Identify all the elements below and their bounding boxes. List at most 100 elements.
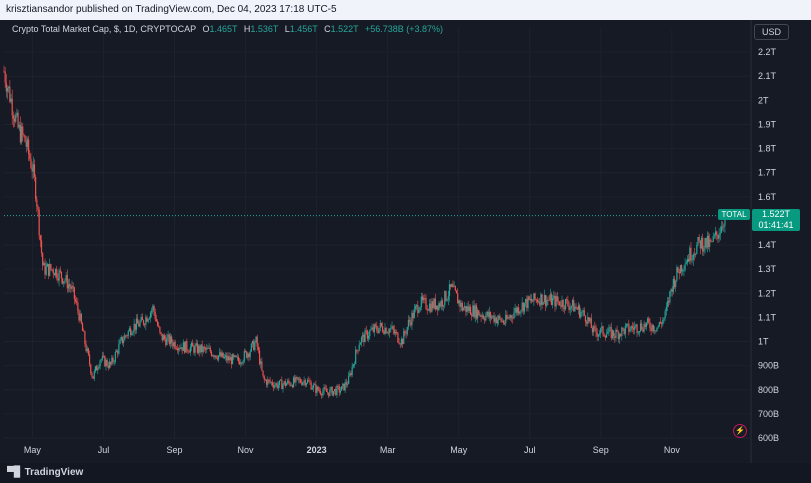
candle-body <box>724 215 726 226</box>
tradingview-logo[interactable]: ▀▊ TradingView <box>7 463 83 483</box>
candle-body <box>377 330 379 333</box>
candle-body <box>391 326 393 329</box>
chart-panel[interactable] <box>0 20 811 463</box>
candle-body <box>29 153 31 160</box>
candle-body <box>502 320 504 324</box>
candle-body <box>503 323 506 324</box>
candle-body <box>248 353 250 358</box>
candle-body <box>338 386 340 393</box>
candle-body <box>86 348 88 352</box>
candle-body <box>180 347 182 349</box>
candle-body <box>217 355 220 360</box>
candle-body <box>376 325 378 331</box>
candle-body <box>588 317 590 322</box>
candle-body <box>494 317 496 322</box>
candle-body <box>58 270 60 281</box>
candle-body <box>155 319 157 322</box>
candle-body <box>79 313 81 321</box>
candle-body <box>637 332 639 334</box>
candle-body <box>325 388 327 392</box>
candle-body <box>489 312 492 319</box>
candle-body <box>366 330 369 339</box>
candle-body <box>289 382 291 386</box>
candle-body <box>554 295 556 307</box>
candle-body <box>491 316 493 319</box>
candle-body <box>496 319 499 324</box>
candle-body <box>156 321 159 326</box>
candle-body <box>38 209 40 236</box>
chart-legend: Crypto Total Market Cap, $, 1D, CRYPTOCA… <box>12 24 443 34</box>
candle-body <box>19 124 22 143</box>
candle-body <box>297 377 299 380</box>
candle-body <box>677 267 679 273</box>
candle-body <box>469 306 472 315</box>
candle-body <box>508 317 510 319</box>
candle-body <box>636 324 638 333</box>
x-tick-label: 2023 <box>307 445 327 455</box>
candle-body <box>260 361 262 365</box>
candle-body <box>518 307 520 314</box>
candle-body <box>419 306 421 311</box>
candle-body <box>406 327 408 334</box>
candle-body <box>51 269 53 271</box>
candle-body <box>629 329 631 332</box>
candle-body <box>459 300 461 307</box>
candle-body <box>686 258 689 263</box>
candle-body <box>670 289 672 292</box>
candle-body <box>168 334 170 345</box>
candle-body <box>607 332 609 334</box>
candle-body <box>254 342 256 351</box>
candle-body <box>303 380 305 383</box>
candle-body <box>87 348 90 355</box>
lightning-icon[interactable]: ⚡ <box>733 424 747 438</box>
candle-body <box>407 320 410 328</box>
candle-body <box>537 301 540 303</box>
y-tick-label: 1.4T <box>758 240 777 250</box>
candle-body <box>69 284 71 287</box>
candle-body <box>317 386 319 391</box>
candle-body <box>562 300 564 308</box>
candle-body <box>615 329 617 338</box>
candle-body <box>56 268 58 278</box>
x-tick-label: May <box>450 445 468 455</box>
candle-body <box>314 384 316 386</box>
candle-body <box>547 299 549 301</box>
candle-body <box>49 263 51 276</box>
y-tick-label: 1.1T <box>758 312 777 322</box>
price-chart[interactable]: 2.2T 2.1T 2T 1.9T 1.8T 1.7T 1.6T 1.4T 1.3T 1.2T 1.… <box>0 20 811 463</box>
low-label: L <box>284 24 290 34</box>
y-tick-label: 1.2T <box>758 288 777 298</box>
currency-button[interactable]: USD <box>754 24 789 40</box>
candle-body <box>47 263 50 276</box>
candle-body <box>651 324 653 331</box>
candle-body <box>704 238 706 249</box>
candle-body <box>12 115 14 119</box>
candle-body <box>152 305 154 311</box>
candle-body <box>597 334 599 337</box>
candle-body <box>344 382 346 391</box>
candle-body <box>193 346 195 353</box>
candle-body <box>30 159 32 168</box>
candle-body <box>556 296 558 302</box>
candle-body <box>25 142 27 147</box>
candle-body <box>28 139 30 154</box>
candle-body <box>435 305 438 310</box>
candle-body <box>110 361 112 365</box>
candle-body <box>54 268 57 276</box>
candle-body <box>101 355 104 360</box>
candle-body <box>675 280 677 288</box>
close-value: 1.522T <box>330 24 359 34</box>
candle-body <box>283 381 285 385</box>
candle-body <box>420 296 422 307</box>
candle-body <box>310 382 312 390</box>
candle-body <box>158 325 160 327</box>
candle-body <box>242 360 244 364</box>
candle-body <box>307 380 309 384</box>
candle-body <box>478 310 480 316</box>
candle-body <box>609 327 611 328</box>
candle-body <box>18 124 20 128</box>
candle-body <box>450 284 452 287</box>
candle-body <box>274 384 276 388</box>
candle-body <box>372 327 374 332</box>
candle-body <box>186 341 188 351</box>
